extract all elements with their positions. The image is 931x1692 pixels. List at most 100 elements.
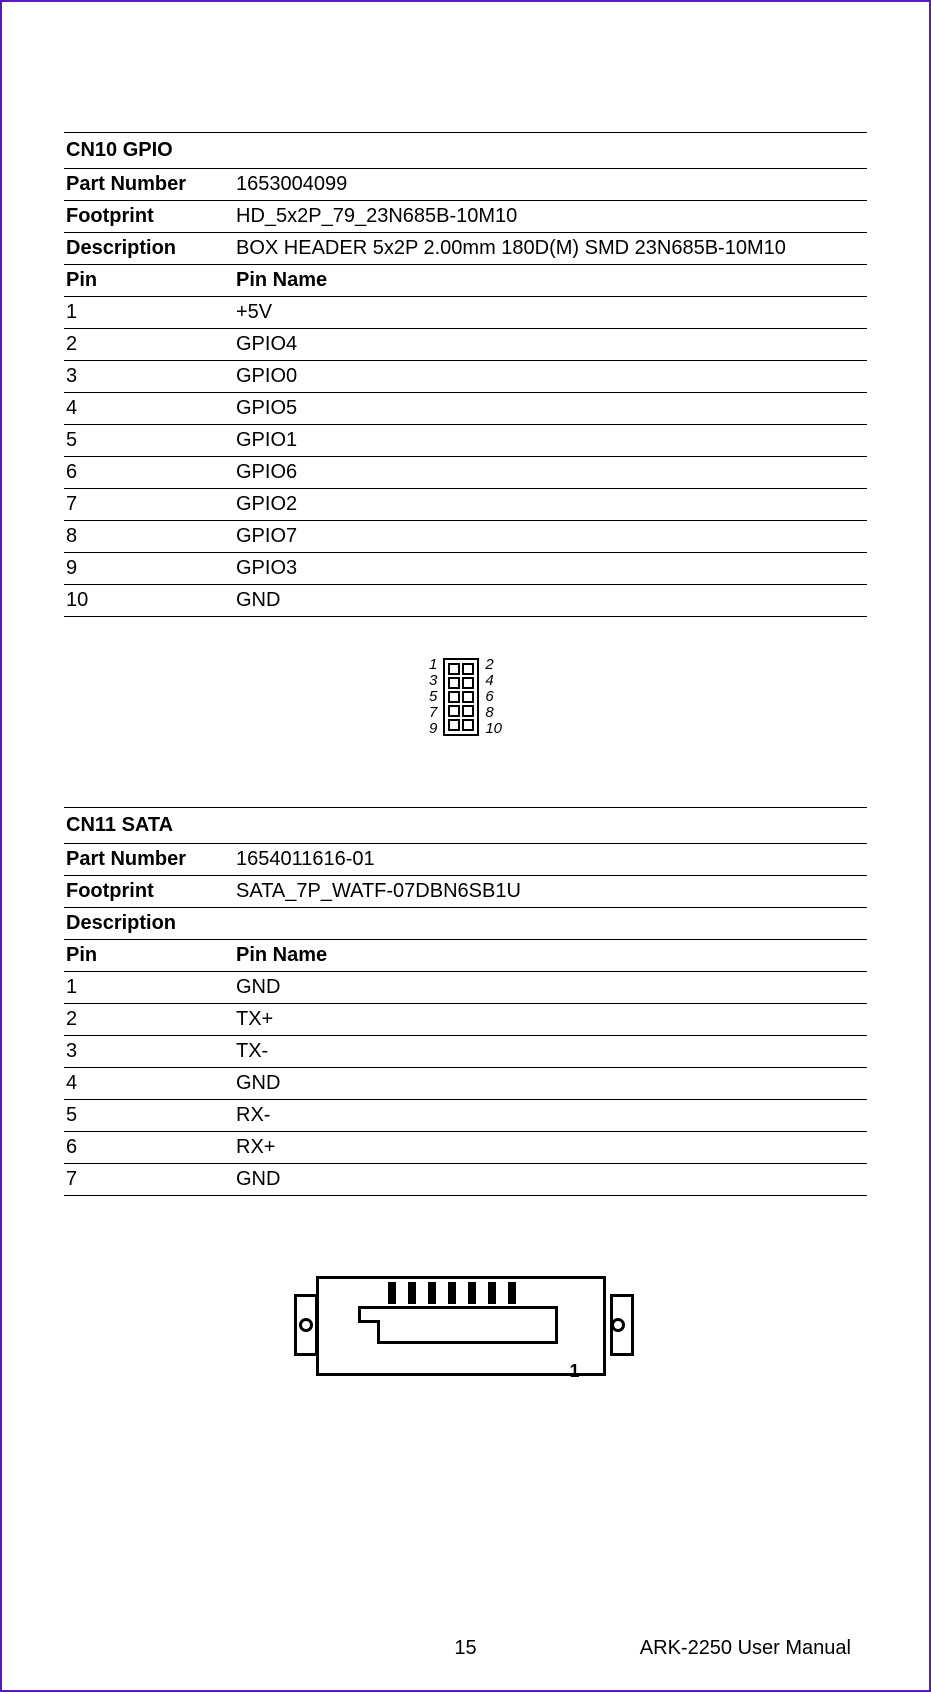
cn10-pinname-col-header: Pin Name bbox=[234, 265, 867, 297]
pin-square-icon bbox=[462, 719, 474, 731]
pin-row bbox=[448, 677, 474, 689]
pin-name: GPIO5 bbox=[234, 393, 867, 425]
pin-name: GND bbox=[234, 1068, 867, 1100]
pin-number: 3 bbox=[64, 1036, 234, 1068]
pin-number: 7 bbox=[64, 489, 234, 521]
cn11-footprint-label: Footprint bbox=[64, 876, 234, 908]
pin-number: 5 bbox=[64, 1100, 234, 1132]
pin-name: GND bbox=[234, 1164, 867, 1196]
table-row: 3TX- bbox=[64, 1036, 867, 1068]
sata-mount-hole-left bbox=[299, 1318, 313, 1332]
pin-row bbox=[448, 719, 474, 731]
table-row: 7GPIO2 bbox=[64, 489, 867, 521]
cn11-pin-rows: 1GND2TX+3TX-4GND5RX-6RX+7GND bbox=[64, 972, 867, 1196]
pin-number: 4 bbox=[64, 1068, 234, 1100]
pin-name: GND bbox=[234, 585, 867, 617]
cn10-table: CN10 GPIO Part Number 1653004099 Footpri… bbox=[64, 132, 867, 617]
pin-label: 7 bbox=[429, 705, 437, 721]
cn10-partnum-label: Part Number bbox=[64, 169, 234, 201]
sata-mount-hole-right bbox=[611, 1318, 625, 1332]
table-row: 4GPIO5 bbox=[64, 393, 867, 425]
pin-number: 2 bbox=[64, 329, 234, 361]
pin-square-icon bbox=[448, 677, 460, 689]
pin-number: 5 bbox=[64, 425, 234, 457]
sata-key-notch bbox=[358, 1320, 380, 1344]
pin-square-icon bbox=[448, 719, 460, 731]
pin-name: GPIO1 bbox=[234, 425, 867, 457]
pin-label: 9 bbox=[429, 721, 437, 737]
cn11-description-value bbox=[234, 908, 867, 940]
pin-name: GPIO2 bbox=[234, 489, 867, 521]
table-row: 3GPIO0 bbox=[64, 361, 867, 393]
pin-number: 7 bbox=[64, 1164, 234, 1196]
pin-name: TX- bbox=[234, 1036, 867, 1068]
pin-name: GPIO0 bbox=[234, 361, 867, 393]
pin-square-icon bbox=[462, 705, 474, 717]
pin-label: 10 bbox=[485, 721, 502, 737]
page-number: 15 bbox=[454, 1637, 476, 1660]
pin-number: 1 bbox=[64, 297, 234, 329]
table-row: 4GND bbox=[64, 1068, 867, 1100]
table-row: 7GND bbox=[64, 1164, 867, 1196]
cn10-fig-right-labels: 246810 bbox=[485, 657, 502, 737]
pin-label: 2 bbox=[485, 657, 502, 673]
pin-name: RX+ bbox=[234, 1132, 867, 1164]
pin-name: GPIO6 bbox=[234, 457, 867, 489]
sata-pin-icon bbox=[488, 1282, 496, 1304]
sata-pins bbox=[388, 1282, 516, 1304]
pin-number: 9 bbox=[64, 553, 234, 585]
table-row: 1GND bbox=[64, 972, 867, 1004]
cn10-partnum-value: 1653004099 bbox=[234, 169, 867, 201]
table-row: 2GPIO4 bbox=[64, 329, 867, 361]
pin-number: 10 bbox=[64, 585, 234, 617]
pin-name: GPIO7 bbox=[234, 521, 867, 553]
manual-title: ARK-2250 User Manual bbox=[640, 1637, 851, 1660]
cn11-description-label: Description bbox=[64, 908, 234, 940]
pin-number: 4 bbox=[64, 393, 234, 425]
cn10-description-value: BOX HEADER 5x2P 2.00mm 180D(M) SMD 23N68… bbox=[234, 233, 867, 265]
cn11-title: CN11 SATA bbox=[64, 808, 867, 844]
table-row: 1+5V bbox=[64, 297, 867, 329]
cn10-footprint-value: HD_5x2P_79_23N685B-10M10 bbox=[234, 201, 867, 233]
pin-name: GPIO4 bbox=[234, 329, 867, 361]
pin-number: 1 bbox=[64, 972, 234, 1004]
table-row: 2TX+ bbox=[64, 1004, 867, 1036]
table-row: 10GND bbox=[64, 585, 867, 617]
page-footer: 15 ARK-2250 User Manual bbox=[2, 1637, 929, 1660]
pin-name: GND bbox=[234, 972, 867, 1004]
sata-pin-icon bbox=[388, 1282, 396, 1304]
table-row: 6RX+ bbox=[64, 1132, 867, 1164]
sata-pin-icon bbox=[448, 1282, 456, 1304]
cn10-pin-col-header: Pin bbox=[64, 265, 234, 297]
pin-number: 8 bbox=[64, 521, 234, 553]
pin-label: 6 bbox=[485, 689, 502, 705]
pin-name: TX+ bbox=[234, 1004, 867, 1036]
pin-name: GPIO3 bbox=[234, 553, 867, 585]
pin-label: 1 bbox=[429, 657, 437, 673]
pin-label: 4 bbox=[485, 673, 502, 689]
cn10-fig-left-labels: 13579 bbox=[429, 657, 437, 737]
cn11-connector-figure: 1 bbox=[64, 1236, 867, 1416]
pin-number: 6 bbox=[64, 457, 234, 489]
pin-row bbox=[448, 663, 474, 675]
cn10-description-label: Description bbox=[64, 233, 234, 265]
sata-slot bbox=[358, 1306, 558, 1344]
sata-pin-icon bbox=[408, 1282, 416, 1304]
cn10-fig-body bbox=[443, 658, 479, 736]
cn10-footprint-label: Footprint bbox=[64, 201, 234, 233]
pin-square-icon bbox=[448, 691, 460, 703]
sata-pin-icon bbox=[508, 1282, 516, 1304]
cn11-partnum-label: Part Number bbox=[64, 844, 234, 876]
cn11-pin-col-header: Pin bbox=[64, 940, 234, 972]
pin-square-icon bbox=[448, 705, 460, 717]
table-row: 5GPIO1 bbox=[64, 425, 867, 457]
pin-square-icon bbox=[448, 663, 460, 675]
pin-number: 6 bbox=[64, 1132, 234, 1164]
pin-row bbox=[448, 691, 474, 703]
cn11-partnum-value: 1654011616-01 bbox=[234, 844, 867, 876]
cn10-connector-figure: 13579 246810 bbox=[64, 657, 867, 737]
pin-name: RX- bbox=[234, 1100, 867, 1132]
sata-pin1-label: 1 bbox=[569, 1361, 579, 1382]
table-row: 6GPIO6 bbox=[64, 457, 867, 489]
cn11-pinname-col-header: Pin Name bbox=[234, 940, 867, 972]
